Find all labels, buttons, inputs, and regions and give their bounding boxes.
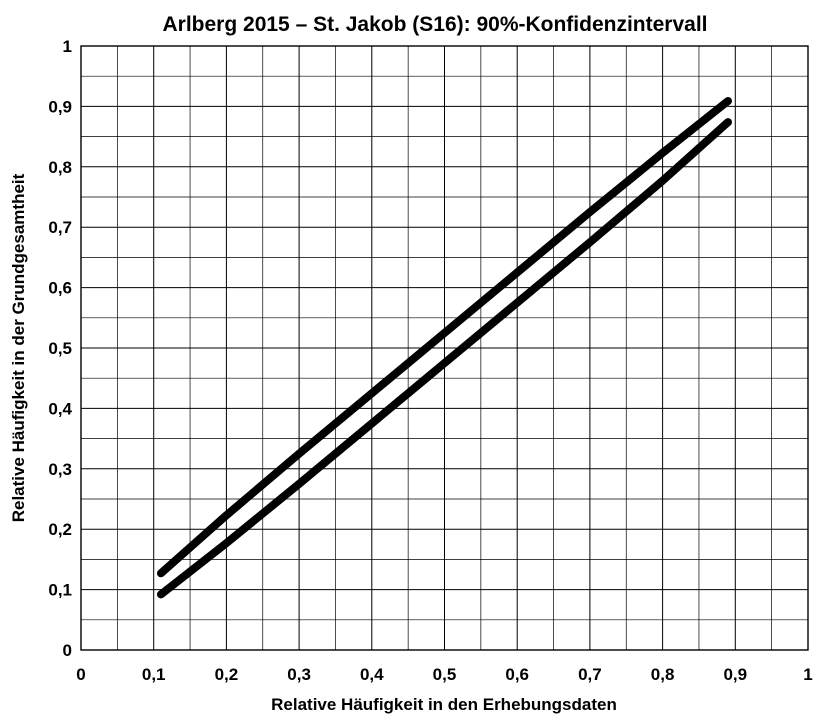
y-tick-label: 0,6: [48, 279, 72, 298]
x-tick-label: 0,8: [651, 665, 675, 684]
x-tick-label: 0,4: [360, 665, 384, 684]
x-tick-label: 0,1: [142, 665, 166, 684]
x-tick-label: 0: [76, 665, 85, 684]
y-tick-label: 0,2: [48, 520, 72, 539]
x-axis-label: Relative Häufigkeit in den Erhebungsdate…: [271, 695, 617, 714]
x-tick-label: 0,5: [433, 665, 457, 684]
y-axis-label: Relative Häufigkeit in der Grundgesamthe…: [9, 173, 28, 522]
y-tick-label: 0,4: [48, 399, 72, 418]
y-tick-label: 0,7: [48, 218, 72, 237]
y-tick-label: 0,3: [48, 460, 72, 479]
y-tick-label: 0,8: [48, 158, 72, 177]
x-tick-label: 0,6: [505, 665, 529, 684]
y-tick-label: 1: [63, 37, 72, 56]
x-tick-label: 0,9: [723, 665, 747, 684]
x-tick-label: 1: [803, 665, 812, 684]
grid-layer: [81, 46, 808, 650]
x-tick-labels: 0 0,1 0,2 0,3 0,4 0,5 0,6 0,7 0,8 0,9 1: [76, 665, 812, 684]
y-tick-label: 0,5: [48, 339, 72, 358]
x-tick-label: 0,7: [578, 665, 602, 684]
x-tick-label: 0,3: [287, 665, 311, 684]
y-tick-labels: 0 0,1 0,2 0,3 0,4 0,5 0,6 0,7 0,8 0,9 1: [48, 37, 72, 660]
chart-title: Arlberg 2015 – St. Jakob (S16): 90%-Konf…: [163, 13, 708, 36]
x-tick-label: 0,2: [215, 665, 239, 684]
y-tick-label: 0: [63, 641, 72, 660]
y-tick-label: 0,9: [48, 97, 72, 116]
y-tick-label: 0,1: [48, 581, 72, 600]
